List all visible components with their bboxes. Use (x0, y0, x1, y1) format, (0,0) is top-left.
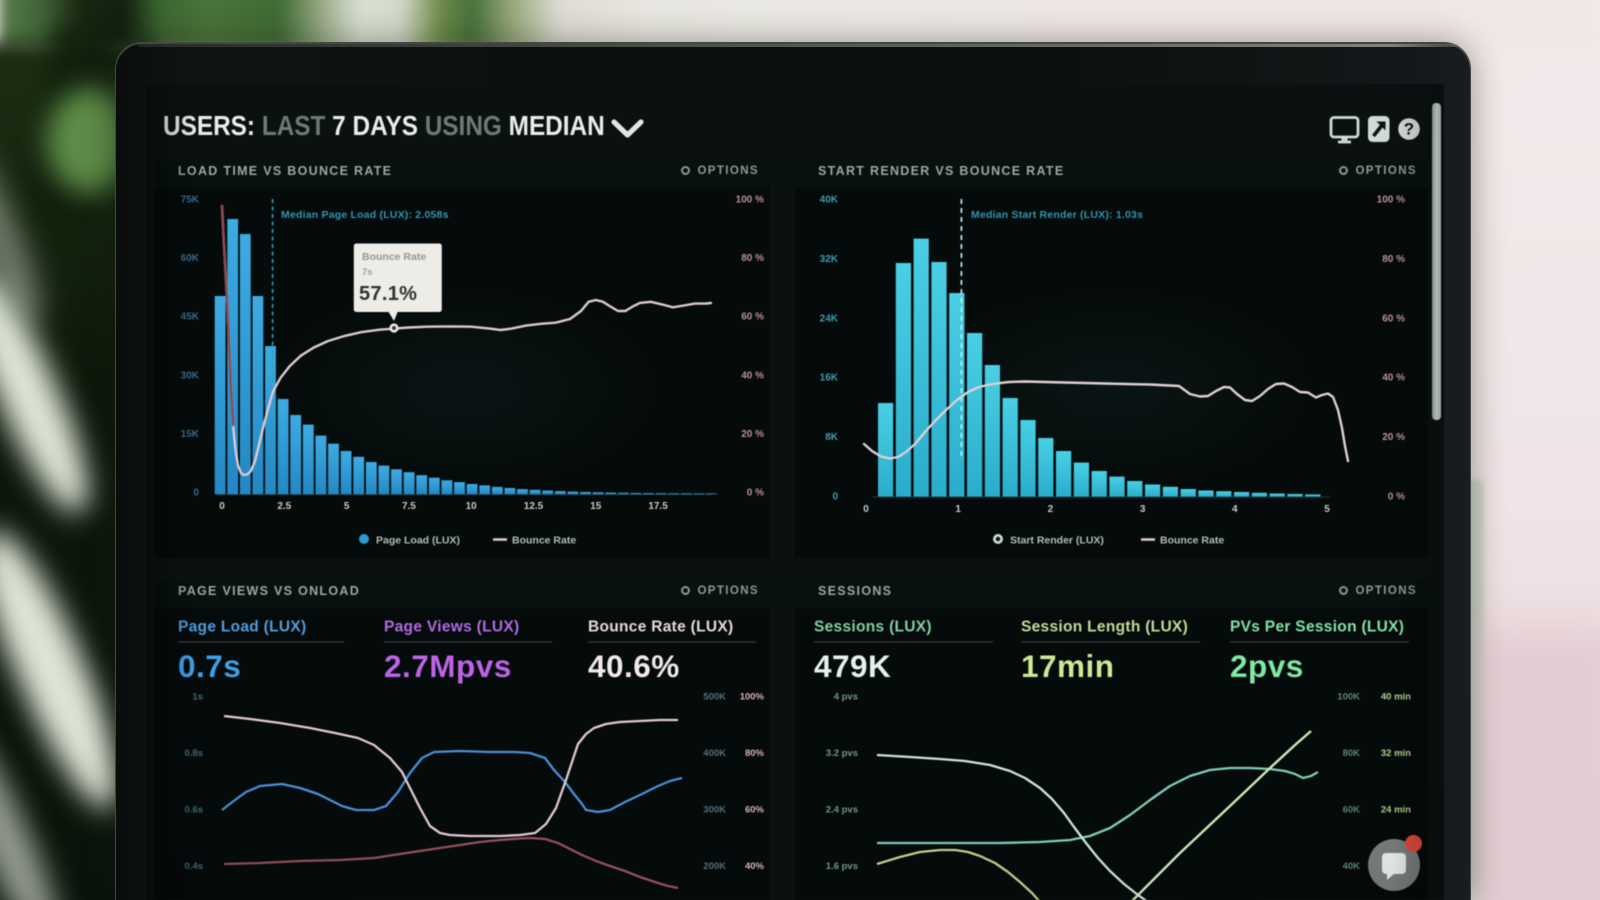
svg-text:17min: 17min (1021, 648, 1115, 684)
svg-text:Start Render (LUX): Start Render (LUX) (1010, 535, 1104, 547)
svg-text:100 %: 100 % (1377, 195, 1405, 206)
svg-text:0 %: 0 % (1388, 492, 1405, 503)
svg-text:Bounce Rate: Bounce Rate (512, 535, 576, 547)
svg-text:1.6 pvs: 1.6 pvs (826, 861, 858, 872)
svg-text:60 %: 60 % (741, 312, 764, 323)
svg-text:0: 0 (193, 488, 199, 499)
svg-text:Page Views (LUX): Page Views (LUX) (384, 619, 519, 636)
svg-text:45K: 45K (181, 312, 200, 323)
svg-text:0.6s: 0.6s (185, 805, 204, 816)
svg-text:1: 1 (955, 504, 961, 515)
svg-text:12.5: 12.5 (524, 501, 544, 512)
svg-text:40K: 40K (820, 195, 839, 206)
svg-text:Bounce Rate: Bounce Rate (362, 251, 426, 263)
svg-text:80 %: 80 % (1382, 254, 1405, 265)
svg-text:2.4 pvs: 2.4 pvs (826, 805, 858, 816)
svg-text:Page Load (LUX): Page Load (LUX) (178, 619, 307, 636)
svg-text:15: 15 (590, 501, 602, 512)
svg-text:10: 10 (466, 501, 478, 512)
svg-text:0: 0 (832, 492, 838, 503)
svg-text:2pvs: 2pvs (1230, 648, 1304, 684)
svg-text:0 %: 0 % (747, 488, 764, 499)
svg-text:60K: 60K (181, 253, 200, 264)
svg-text:57.1%: 57.1% (359, 283, 417, 305)
svg-text:400K: 400K (703, 748, 726, 759)
svg-text:75K: 75K (181, 195, 200, 206)
svg-text:5: 5 (1324, 504, 1330, 515)
svg-text:Session Length (LUX): Session Length (LUX) (1021, 619, 1188, 636)
svg-text:100K: 100K (1337, 692, 1360, 703)
svg-text:0.7s: 0.7s (178, 648, 241, 684)
svg-text:PVs Per Session (LUX): PVs Per Session (LUX) (1230, 619, 1404, 636)
svg-text:479K: 479K (814, 648, 891, 684)
svg-text:3: 3 (1140, 504, 1146, 515)
svg-text:8K: 8K (825, 432, 839, 443)
svg-text:20 %: 20 % (1382, 432, 1405, 443)
svg-text:7s: 7s (362, 267, 373, 278)
svg-text:Median Start Render (LUX): 1.0: Median Start Render (LUX): 1.03s (971, 209, 1143, 221)
svg-text:20 %: 20 % (741, 429, 764, 440)
svg-text:40K: 40K (1343, 861, 1361, 872)
svg-text:32K: 32K (820, 254, 839, 265)
svg-text:40%: 40% (745, 861, 765, 872)
svg-text:0.4s: 0.4s (185, 861, 204, 872)
svg-text:2.7Mpvs: 2.7Mpvs (384, 648, 512, 684)
svg-text:40 %: 40 % (1382, 373, 1405, 384)
svg-text:0: 0 (863, 504, 869, 515)
svg-text:60K: 60K (1343, 805, 1361, 816)
svg-text:Page Load (LUX): Page Load (LUX) (376, 535, 460, 547)
svg-text:40 %: 40 % (741, 370, 764, 381)
svg-text:17.5: 17.5 (648, 501, 668, 512)
svg-text:80K: 80K (1343, 748, 1361, 759)
svg-text:60 %: 60 % (1382, 313, 1405, 324)
svg-text:?: ? (1404, 120, 1414, 139)
svg-text:Bounce Rate (LUX): Bounce Rate (LUX) (588, 619, 733, 636)
svg-text:300K: 300K (703, 805, 726, 816)
svg-text:3.2 pvs: 3.2 pvs (826, 748, 858, 759)
svg-text:24K: 24K (820, 313, 839, 324)
svg-text:30K: 30K (181, 370, 200, 381)
svg-text:80 %: 80 % (741, 253, 764, 264)
svg-text:100%: 100% (740, 692, 765, 703)
svg-text:40.6%: 40.6% (588, 648, 680, 684)
svg-text:24 min: 24 min (1381, 805, 1411, 816)
svg-text:80%: 80% (745, 748, 765, 759)
svg-text:40 min: 40 min (1381, 692, 1411, 703)
svg-text:0.8s: 0.8s (185, 748, 204, 759)
svg-text:2: 2 (1048, 504, 1054, 515)
svg-text:Median Page Load (LUX): 2.058s: Median Page Load (LUX): 2.058s (281, 209, 449, 221)
svg-text:1s: 1s (192, 692, 203, 703)
svg-text:7.5: 7.5 (402, 501, 416, 512)
svg-text:5: 5 (344, 501, 350, 512)
svg-text:200K: 200K (703, 861, 726, 872)
svg-text:Bounce Rate: Bounce Rate (1160, 535, 1224, 547)
svg-text:Sessions (LUX): Sessions (LUX) (814, 619, 932, 636)
svg-text:15K: 15K (181, 429, 200, 440)
svg-text:100 %: 100 % (736, 195, 764, 206)
svg-text:0: 0 (219, 501, 225, 512)
svg-text:500K: 500K (703, 692, 726, 703)
svg-text:2.5: 2.5 (277, 501, 291, 512)
svg-text:4 pvs: 4 pvs (834, 692, 858, 703)
svg-text:4: 4 (1232, 504, 1238, 515)
svg-text:60%: 60% (745, 805, 765, 816)
svg-text:32 min: 32 min (1381, 748, 1411, 759)
svg-text:16K: 16K (820, 373, 839, 384)
